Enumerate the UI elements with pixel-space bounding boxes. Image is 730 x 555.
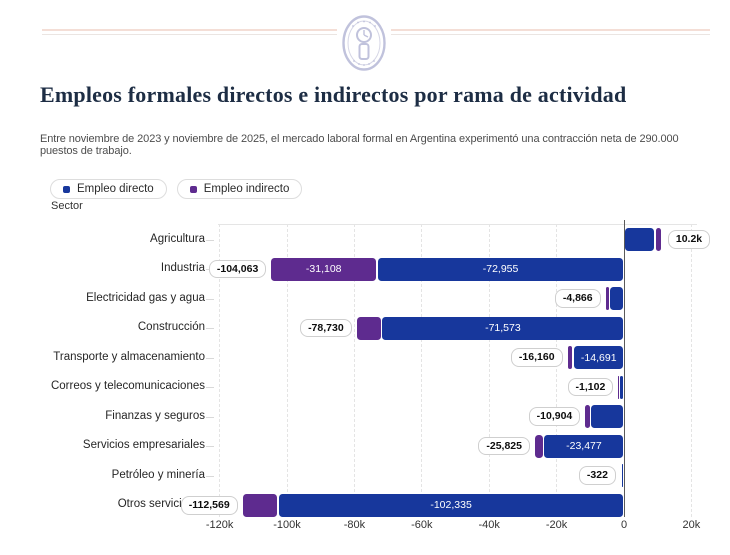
bar-segment-indirect[interactable]: [242, 493, 278, 517]
bar-segment-direct[interactable]: [625, 228, 655, 251]
row-tick: [206, 357, 214, 359]
category-label: Agricultura: [150, 232, 205, 245]
bar-segment-direct[interactable]: [591, 405, 624, 429]
x-tick-label: 0: [620, 519, 628, 531]
legend-marker-directo-icon: [63, 185, 70, 193]
x-tick-label: -40k: [478, 519, 500, 531]
legend-label-indirecto: Empleo indirecto: [203, 183, 290, 195]
category-label: Finanzas y seguros: [105, 409, 205, 422]
row-tick: [206, 328, 214, 330]
row-tick: [206, 239, 214, 241]
gridline: [219, 224, 221, 517]
bar-segment-indirect[interactable]: [605, 287, 609, 311]
category-label: Construcción: [137, 321, 205, 334]
bar-value-label-direct: -71,573: [485, 322, 521, 335]
bar-segment-direct[interactable]: -72,955: [377, 257, 624, 281]
legend-marker-indirecto-icon: [189, 185, 197, 193]
bar-segment-indirect[interactable]: -31,108: [271, 257, 377, 281]
x-tick-label: -20k: [545, 519, 568, 531]
plot-top-border: [218, 224, 697, 225]
bar-segment-direct[interactable]: -71,573: [382, 316, 624, 340]
bar-segment-indirect[interactable]: [534, 434, 543, 458]
gridline: [421, 224, 423, 517]
total-value-badge: -16,160: [510, 348, 563, 367]
logo-seal: [337, 12, 391, 74]
total-value-badge: -25,825: [478, 436, 530, 456]
bar-value-label-indirect: -31,108: [305, 263, 342, 276]
sector-axis-title: Sector: [51, 200, 83, 212]
legend-item-empleo-directo[interactable]: Empleo directo: [50, 179, 167, 199]
category-label: Correos y telecomunicaciones: [50, 380, 205, 393]
bar-segment-indirect[interactable]: [655, 228, 661, 251]
bar-value-label-direct: -14,691: [580, 351, 617, 364]
bar-value-label-direct: -102,335: [430, 499, 472, 512]
seal-icon: [342, 15, 386, 71]
bar-segment-direct[interactable]: [622, 464, 624, 488]
category-label: Industria: [160, 262, 205, 275]
row-tick: [206, 446, 214, 448]
row-tick: [206, 387, 214, 389]
category-label: Servicios empresariales: [82, 439, 205, 452]
x-tick-label: -120k: [205, 519, 234, 531]
total-value-badge: -10,904: [528, 407, 581, 426]
bar-segment-direct[interactable]: [610, 287, 624, 311]
gridline: [353, 224, 355, 517]
total-value-badge: -112,569: [180, 495, 238, 515]
total-value-badge: -1,102: [567, 377, 614, 397]
gridline: [488, 224, 490, 517]
x-tick-label: -60k: [411, 519, 433, 531]
bar-value-label-direct: -72,955: [482, 263, 519, 276]
category-label: Electricidad gas y agua: [86, 291, 205, 304]
row-tick: [206, 298, 214, 300]
legend: Empleo directo Empleo indirecto: [50, 179, 303, 199]
gridline: [690, 224, 692, 517]
zero-axis-line: [624, 220, 625, 517]
category-label: Otros servici: [117, 498, 182, 511]
page-subtitle: Entre noviembre de 2023 y noviembre de 2…: [40, 133, 679, 157]
total-value-badge: -322: [578, 466, 616, 485]
total-value-badge: -104,063: [208, 259, 267, 279]
bar-segment-indirect[interactable]: [356, 316, 381, 340]
row-tick: [206, 475, 214, 477]
total-value-badge: -4,866: [554, 289, 601, 308]
legend-label-directo: Empleo directo: [77, 183, 154, 195]
bar-segment-indirect[interactable]: [567, 346, 573, 370]
legend-item-empleo-indirecto[interactable]: Empleo indirecto: [176, 179, 303, 199]
category-label: Petróleo y minería: [111, 468, 205, 481]
x-tick-label: -100k: [273, 519, 301, 531]
bar-segment-direct[interactable]: -102,335: [278, 493, 624, 517]
bar-value-label-direct: -23,477: [566, 440, 602, 453]
x-tick-label: -80k: [343, 519, 366, 531]
page-title: Empleos formales directos e indirectos p…: [40, 82, 627, 107]
gridline: [556, 224, 558, 517]
total-value-badge: -78,730: [300, 318, 352, 338]
x-tick-label: 20k: [682, 519, 701, 531]
row-tick: [206, 416, 214, 418]
bar-segment-direct[interactable]: -14,691: [573, 346, 624, 370]
gridline: [286, 224, 288, 517]
category-label: Transporte y almacenamiento: [53, 350, 205, 363]
total-value-badge: 10.2k: [667, 230, 711, 249]
bar-segment-direct[interactable]: -23,477: [544, 434, 624, 458]
bar-segment-indirect[interactable]: [585, 405, 590, 429]
bar-segment-direct[interactable]: [620, 375, 624, 399]
